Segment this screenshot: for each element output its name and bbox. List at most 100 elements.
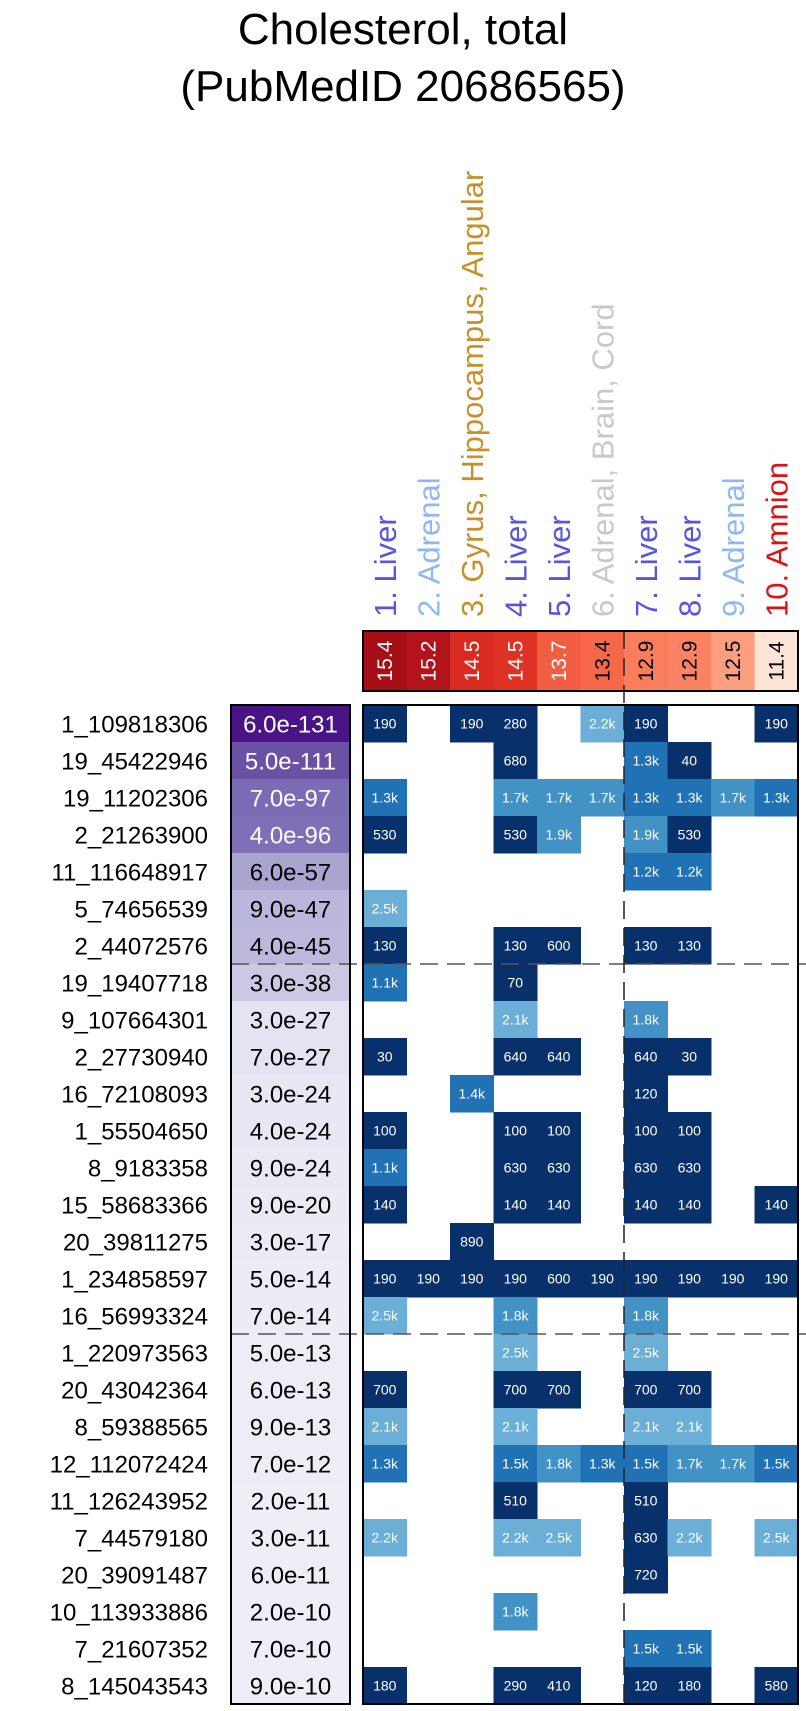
- heatmap-cell: [624, 1371, 668, 1409]
- pvalue-label: 3.0e-17: [250, 1230, 331, 1257]
- cell-value: 630: [678, 1160, 702, 1176]
- heatmap-cell: [624, 1445, 668, 1483]
- cell-value: 2.5k: [372, 901, 399, 917]
- row-label: 1_55504650: [75, 1119, 208, 1146]
- column-label: 5. Liver: [542, 515, 577, 617]
- row-label: 8_145043543: [61, 1674, 208, 1701]
- heatmap-cell: [363, 1667, 407, 1705]
- column-label: 1. Liver: [368, 515, 403, 617]
- cell-value: 1.3k: [589, 1456, 616, 1472]
- heatmap-cell: [493, 1149, 538, 1187]
- heatmap-cell: [667, 816, 712, 854]
- heatmap-cell: [624, 1075, 668, 1113]
- heatmap-cell: [624, 1186, 668, 1224]
- cell-value: 1.5k: [502, 1456, 529, 1472]
- pvalue-cell: [231, 1556, 350, 1594]
- pvalue-cell: [231, 1482, 350, 1520]
- title-line-1: Cholesterol, total: [238, 5, 568, 54]
- cell-value: 530: [504, 827, 528, 843]
- cell-value: 190: [373, 1271, 397, 1287]
- heatmap-cell: [493, 742, 538, 780]
- cell-value: 190: [634, 1271, 658, 1287]
- cell-value: 630: [547, 1160, 571, 1176]
- heatmap-cell: [624, 1112, 668, 1150]
- heatmap-cell: [754, 1260, 799, 1298]
- heatmap-cell: [624, 779, 668, 817]
- heatmap-cell: [363, 964, 407, 1002]
- heatmap-cell: [537, 1112, 581, 1150]
- pvalue-label: 4.0e-96: [250, 823, 331, 850]
- score-cell: [406, 631, 451, 691]
- heatmap-cell: [624, 1038, 668, 1076]
- cell-value: 280: [504, 716, 528, 732]
- heatmap-cell: [493, 1667, 538, 1705]
- cell-value: 1.8k: [633, 1012, 660, 1028]
- heatmap-cell: [667, 1667, 712, 1705]
- cell-value: 100: [373, 1123, 397, 1139]
- cell-value: 190: [765, 716, 789, 732]
- cell-value: 530: [678, 827, 702, 843]
- pvalue-cell: [231, 1075, 350, 1113]
- heatmap-frame: [362, 704, 799, 1705]
- cell-value: 130: [678, 938, 702, 954]
- cell-value: 640: [547, 1049, 571, 1065]
- heatmap-cell: [624, 1001, 668, 1039]
- pvalue-cell: [231, 1260, 350, 1298]
- heatmap-cell: [363, 1186, 407, 1224]
- cell-value: 1.7k: [720, 1456, 747, 1472]
- row-label: 10_113933886: [50, 1600, 208, 1627]
- score-cell: [580, 631, 625, 691]
- cell-value: 2.5k: [546, 1530, 573, 1546]
- heatmap-cell: [493, 1334, 538, 1372]
- heatmap-cell: [667, 1371, 712, 1409]
- heatmap-cell: [580, 779, 625, 817]
- pvalue-cell: [231, 1297, 350, 1335]
- heatmap-cell: [493, 705, 538, 743]
- heatmap-cell: [667, 927, 712, 965]
- pvalue-cell: [231, 1371, 350, 1409]
- pvalue-cell: [231, 1593, 350, 1631]
- heatmap-cell: [493, 1260, 538, 1298]
- heatmap-cell: [711, 1445, 755, 1483]
- heatmap-cell: [363, 1297, 407, 1335]
- score-cell: [537, 631, 581, 691]
- cell-value: 720: [634, 1567, 658, 1583]
- frames: [230, 630, 806, 1705]
- cell-value: 1.1k: [372, 1160, 399, 1176]
- pvalue-label: 6.0e-13: [250, 1378, 331, 1405]
- cell-value: 190: [765, 1271, 789, 1287]
- cell-value: 140: [504, 1197, 528, 1213]
- cell-value: 1.3k: [763, 790, 790, 806]
- cell-value: 290: [504, 1678, 528, 1694]
- pvalue-cell: [231, 1334, 350, 1372]
- column-label: 8. Liver: [672, 515, 707, 617]
- row-label: 19_11202306: [63, 786, 208, 813]
- cell-value: 1.9k: [633, 827, 660, 843]
- heatmap-cell: [667, 1630, 712, 1668]
- cell-value: 2.2k: [502, 1530, 529, 1546]
- row-label: 11_126243952: [50, 1489, 208, 1516]
- cell-value: 2.1k: [502, 1419, 529, 1435]
- pvalue-column: 6.0e-131 5.0e-111 7.0e-97 4.0e-96 6.0e-57 9.0…: [231, 705, 350, 1705]
- cell-value: 140: [765, 1197, 789, 1213]
- heatmap-cell: [537, 1186, 581, 1224]
- pvalue-cell: [231, 779, 350, 817]
- pvalue-cell: [231, 816, 350, 854]
- cell-value: 190: [417, 1271, 441, 1287]
- score-label: 12.5: [722, 641, 745, 682]
- cell-value: 1.4k: [459, 1086, 486, 1102]
- score-cell: [711, 631, 755, 691]
- row-label: 5_74656539: [75, 897, 208, 924]
- pvalue-label: 2.0e-11: [251, 1489, 331, 1516]
- row-label: 12_112072424: [50, 1452, 208, 1479]
- pvalue-label: 2.0e-10: [250, 1600, 331, 1627]
- cell-value: 600: [547, 1271, 571, 1287]
- cell-value: 1.8k: [502, 1308, 529, 1324]
- cell-value: 1.3k: [633, 753, 660, 769]
- heatmap-cell: [363, 1038, 407, 1076]
- heatmap-cell: [667, 1519, 712, 1557]
- heatmap-cell: [493, 816, 538, 854]
- cell-value: 1.7k: [676, 1456, 703, 1472]
- cell-value: 1.9k: [546, 827, 573, 843]
- pvalue-label: 9.0e-13: [250, 1415, 331, 1442]
